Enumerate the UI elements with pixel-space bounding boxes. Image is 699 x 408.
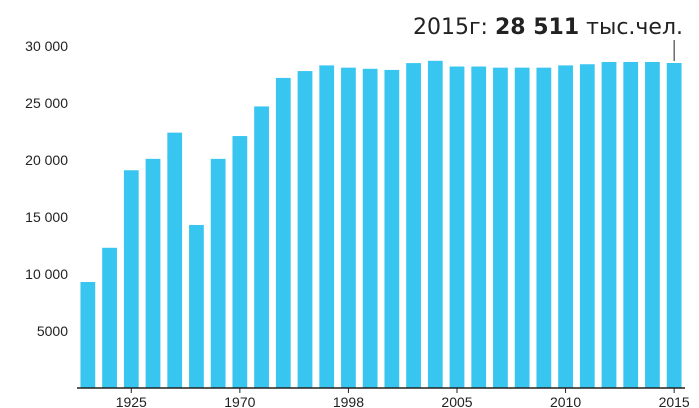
bar (449, 66, 465, 389)
y-tick-label: 30 000 (25, 38, 68, 54)
y-tick-label: 15 000 (25, 209, 68, 225)
bar (384, 69, 400, 388)
bar (427, 60, 443, 388)
bar (145, 158, 161, 388)
bar (471, 66, 487, 389)
bar (341, 67, 356, 388)
x-tick-label: 2015 (659, 394, 690, 408)
bar-series (80, 60, 682, 389)
x-tick-label: 1998 (333, 394, 364, 408)
annotation-prefix: 2015г: (413, 15, 495, 40)
bar (297, 71, 313, 388)
bar (514, 67, 530, 388)
bar (80, 281, 96, 388)
y-tick-label: 20 000 (25, 152, 68, 168)
bar (123, 170, 139, 388)
x-tick-label: 2005 (441, 394, 472, 408)
y-axis-ticks: 30 000 25 000 20 000 15 000 10 000 5000 (25, 38, 68, 339)
bar (189, 224, 204, 388)
bar (536, 67, 552, 388)
bar (362, 68, 378, 389)
bar (275, 77, 291, 389)
bar (558, 65, 573, 388)
y-tick-label: 5000 (37, 323, 68, 339)
annotation-value: 28 511 (495, 15, 579, 40)
bar (319, 65, 335, 388)
y-tick-label: 10 000 (25, 266, 68, 282)
y-tick-label: 25 000 (25, 95, 68, 111)
x-tick-label: 1970 (224, 394, 255, 408)
bar (232, 136, 248, 388)
bar (601, 61, 617, 389)
x-tick-label: 1925 (116, 394, 147, 408)
annotation-suffix: тыс.чел. (579, 15, 683, 40)
annotation-2015: 2015г: 28 511 тыс.чел. (413, 15, 683, 40)
bar (623, 61, 639, 389)
bar (102, 247, 117, 388)
x-tick-label: 2010 (550, 394, 581, 408)
bar (645, 61, 660, 389)
x-axis-ticks: 1925 1970 1998 2005 2010 2015 (116, 388, 690, 408)
bar (254, 106, 269, 389)
bar (210, 158, 226, 388)
bar (406, 63, 421, 388)
bar (666, 62, 682, 388)
bar (167, 132, 183, 388)
bar (493, 67, 508, 388)
bar (579, 64, 595, 389)
